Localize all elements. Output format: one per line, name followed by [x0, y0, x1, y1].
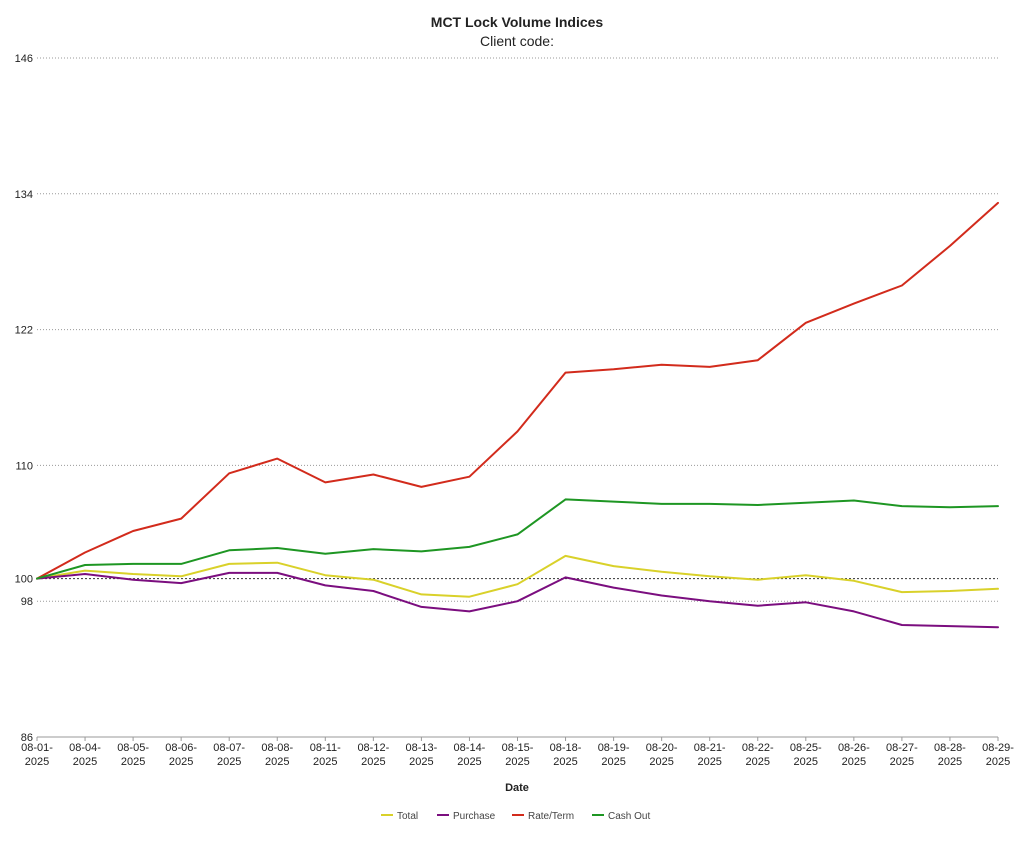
series-line-total: [36, 554, 999, 598]
x-tick-label: 08-08-2025: [261, 742, 293, 768]
x-tick-label: 08-18-2025: [550, 742, 582, 768]
x-tick-label: 08-05-2025: [117, 742, 149, 768]
x-tick-label: 08-07-2025: [213, 742, 245, 768]
x-tick-label: 08-12-2025: [357, 742, 389, 768]
x-tick-label: 08-26-2025: [838, 742, 870, 768]
y-tick-label: 86: [21, 732, 33, 744]
x-tick-label: 08-13-2025: [406, 742, 438, 768]
x-tick-label: 08-22-2025: [742, 742, 774, 768]
x-tick-label: 08-06-2025: [165, 742, 197, 768]
x-tick-label: 08-04-2025: [69, 742, 101, 768]
chart-subtitle: Client code:: [480, 33, 554, 49]
x-tick-label: 08-15-2025: [502, 742, 534, 768]
x-tick-label: 08-27-2025: [886, 742, 918, 768]
legend-label-cash-out[interactable]: Cash Out: [608, 811, 650, 822]
series-line-rate-term: [36, 201, 999, 580]
x-axis: 08-01-2025 08-04-2025 08-05-2025 08-06-2025…: [21, 736, 1014, 768]
x-axis-title: Date: [505, 782, 529, 794]
y-tick-label: 98: [21, 596, 33, 608]
grid-lines: [37, 57, 998, 602]
x-tick-label: 08-25-2025: [790, 742, 822, 768]
legend-label-rate-term[interactable]: Rate/Term: [528, 811, 574, 822]
y-tick-label: 122: [15, 325, 33, 337]
legend-label-total[interactable]: Total: [397, 811, 418, 822]
y-tick-label: 110: [15, 460, 33, 472]
series-line-cash-out: [36, 498, 999, 580]
y-tick-label: 146: [15, 53, 33, 65]
x-tick-label: 08-20-2025: [646, 742, 678, 768]
y-tick-label: 100: [15, 574, 33, 586]
series-line-purchase: [36, 571, 999, 629]
legend-label-purchase[interactable]: Purchase: [453, 811, 496, 822]
x-tick-label: 08-28-2025: [934, 742, 966, 768]
y-tick-label: 134: [15, 189, 33, 201]
legend: Total Purchase Rate/Term Cash Out: [381, 811, 650, 822]
x-tick-label: 08-19-2025: [598, 742, 630, 768]
series-lines: [36, 201, 999, 629]
x-tick-label: 08-11-2025: [310, 742, 341, 768]
y-axis: 86 98 100 110 122 134 146: [15, 53, 33, 744]
x-tick-label: 08-01-2025: [21, 742, 53, 768]
chart-title: MCT Lock Volume Indices: [431, 14, 604, 30]
x-tick-label: 08-29-2025: [982, 742, 1014, 768]
x-tick-label: 08-21-2025: [694, 742, 726, 768]
x-tick-label: 08-14-2025: [454, 742, 486, 768]
